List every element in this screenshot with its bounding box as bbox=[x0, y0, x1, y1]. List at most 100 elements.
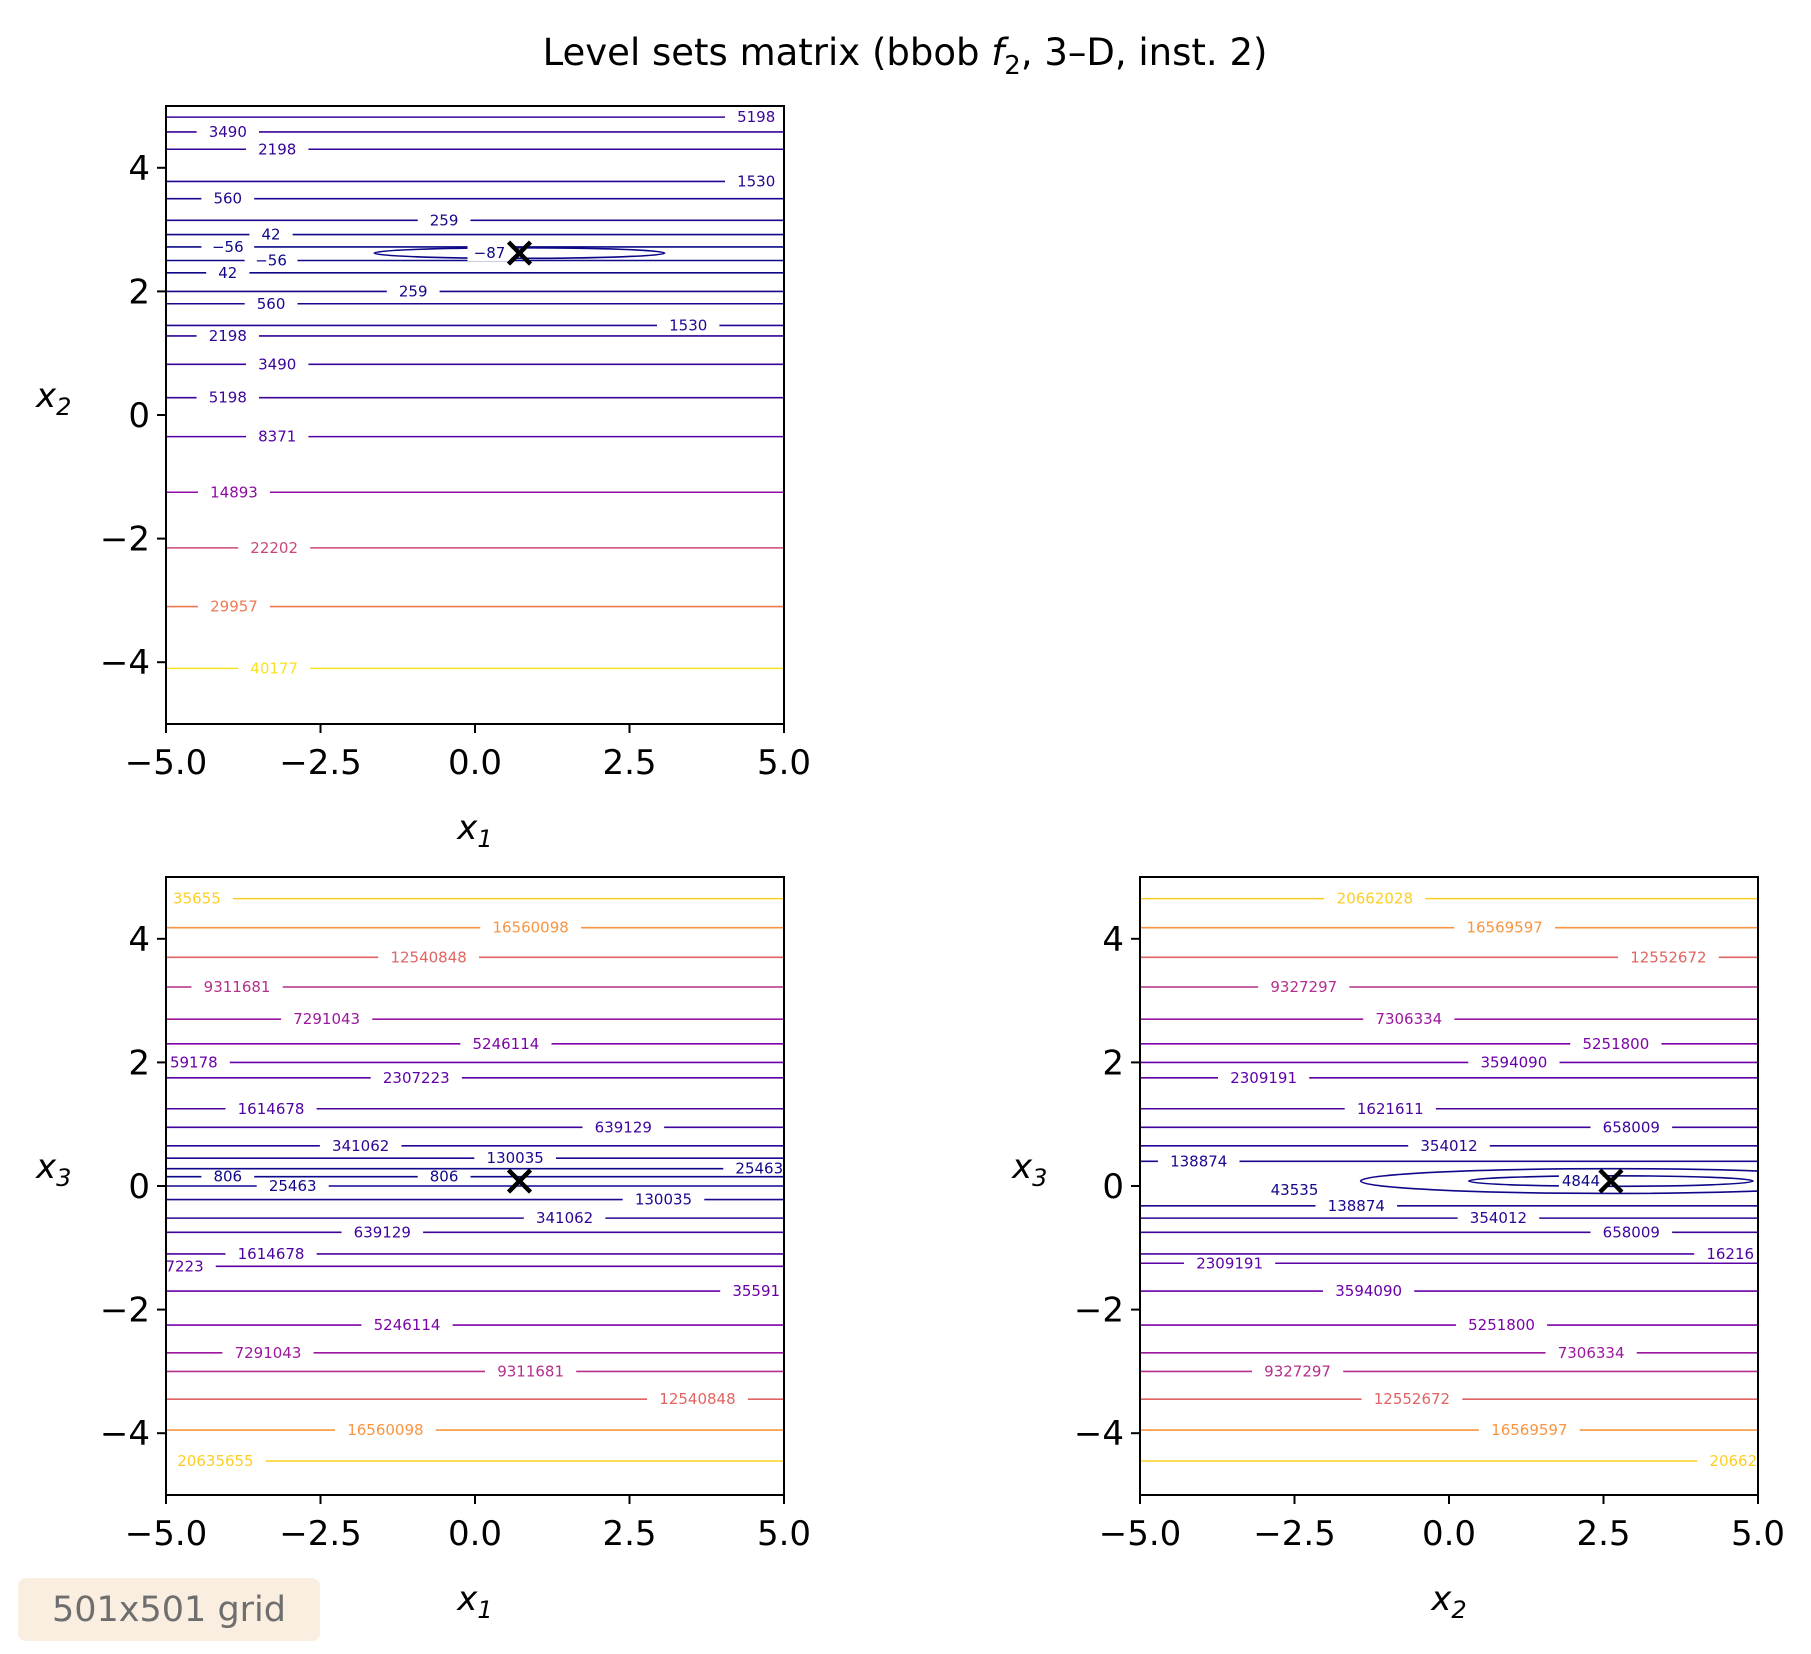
contour-level: 9327297 bbox=[1140, 1362, 1758, 1380]
contour-level: 5246114 bbox=[166, 1035, 784, 1053]
contour-label: 1530 bbox=[737, 172, 775, 190]
contour-label: 59178 bbox=[170, 1053, 218, 1071]
figure-title: Level sets matrix (bbob f2, 3–D, inst. 2… bbox=[543, 31, 1268, 81]
contour-label: 806 bbox=[213, 1168, 242, 1186]
x-tick-label: 5.0 bbox=[757, 743, 811, 783]
contour-label: 5246114 bbox=[472, 1035, 539, 1053]
contour-level: −56 bbox=[166, 238, 784, 256]
y-tick-label: 0 bbox=[128, 396, 150, 436]
contour-label: 560 bbox=[257, 295, 286, 313]
contour-label: 3594090 bbox=[1335, 1282, 1402, 1300]
contour-level: 658009 bbox=[1140, 1223, 1758, 1241]
contour-level: 2309191 bbox=[1140, 1069, 1758, 1087]
contour-level: 259 bbox=[166, 211, 784, 229]
panel-top-left: 519834902198153056025942−56−564225956015… bbox=[35, 105, 811, 853]
x-axis-label: x2 bbox=[1430, 1579, 1466, 1624]
y-tick-label: 2 bbox=[128, 272, 150, 312]
contour-level: 20635655 bbox=[177, 1452, 784, 1470]
contour-level: 7223 bbox=[165, 1257, 784, 1275]
y-tick-label: −2 bbox=[100, 1291, 150, 1331]
contour-level: 138874 bbox=[1140, 1197, 1758, 1215]
contour-level: 7291043 bbox=[166, 1010, 784, 1028]
contour-level: 16569597 bbox=[1140, 919, 1758, 937]
y-tick-label: −2 bbox=[100, 520, 150, 560]
contour-level: 639129 bbox=[166, 1118, 784, 1136]
y-tick-label: 2 bbox=[128, 1043, 150, 1083]
contour-level: 2198 bbox=[166, 327, 784, 345]
x-tick-label: 2.5 bbox=[1576, 1514, 1630, 1554]
contour-label: 12540848 bbox=[659, 1390, 735, 1408]
contour-level: 12552672 bbox=[1140, 1390, 1758, 1408]
contour-label: 12552672 bbox=[1630, 948, 1706, 966]
contour-label: 5246114 bbox=[374, 1316, 441, 1334]
contour-level: 16216 bbox=[1140, 1245, 1754, 1263]
contour-label: 12552672 bbox=[1374, 1390, 1450, 1408]
contour-label: 658009 bbox=[1603, 1118, 1660, 1136]
x-tick-label: −2.5 bbox=[279, 1514, 362, 1554]
contour-label: 29957 bbox=[210, 598, 258, 616]
inner-contour-label-gap bbox=[1258, 1179, 1331, 1200]
contour-label: 2309191 bbox=[1230, 1069, 1297, 1087]
optimum-label-gap bbox=[1558, 1173, 1603, 1190]
contour-level: 259 bbox=[166, 282, 784, 300]
contour-label: 25463 bbox=[269, 1177, 317, 1195]
y-tick-label: 4 bbox=[128, 149, 150, 189]
contour-level: 40177 bbox=[166, 659, 784, 677]
contour-label: 25463 bbox=[735, 1160, 783, 1178]
contour-level: 5246114 bbox=[166, 1316, 784, 1334]
contour-label: 42 bbox=[262, 226, 281, 244]
y-tick-label: −4 bbox=[1074, 1414, 1124, 1454]
panel-bottom-right: 20662028 16569597 12552672 9327297 7306334 52… bbox=[1011, 876, 1785, 1624]
contour-label: 130035 bbox=[635, 1191, 692, 1209]
x-tick-label: 0.0 bbox=[1422, 1514, 1476, 1554]
contour-label: 2309191 bbox=[1196, 1254, 1263, 1272]
contour-label: 138874 bbox=[1328, 1197, 1385, 1215]
contour-label: 130035 bbox=[487, 1149, 544, 1167]
y-tick-label: 0 bbox=[1102, 1167, 1124, 1207]
contour-level: 42 bbox=[166, 226, 784, 244]
contour-label: 9311681 bbox=[497, 1362, 564, 1380]
x-tick-label: 0.0 bbox=[448, 1514, 502, 1554]
contour-label: 5198 bbox=[737, 108, 775, 126]
x-tick-label: −5.0 bbox=[1099, 1514, 1182, 1554]
contour-level: 1621611 bbox=[1140, 1100, 1758, 1118]
contour-label: 639129 bbox=[595, 1118, 652, 1136]
optimum-marker bbox=[506, 240, 533, 266]
contour-level: 1530 bbox=[166, 316, 784, 334]
contour-level: 2307223 bbox=[166, 1069, 784, 1087]
contour-label: 639129 bbox=[354, 1223, 411, 1241]
contour-level: 806 806 bbox=[166, 1168, 784, 1186]
contour-label: 259 bbox=[430, 211, 459, 229]
contour-label: 20635655 bbox=[177, 1452, 253, 1470]
contour-label: 2198 bbox=[209, 327, 247, 345]
contour-level: 354012 bbox=[1140, 1209, 1758, 1227]
contour-label: 20662 bbox=[1709, 1452, 1757, 1470]
x-axis-label: x1 bbox=[456, 1579, 492, 1624]
x-tick-label: 2.5 bbox=[602, 1514, 656, 1554]
contour-label: 5251800 bbox=[1468, 1316, 1535, 1334]
contour-level: 130035 bbox=[166, 1191, 784, 1209]
y-tick-label: 2 bbox=[1102, 1043, 1124, 1083]
contour-label: 3490 bbox=[258, 355, 296, 373]
contour-level: 59178 bbox=[170, 1053, 784, 1071]
contour-label: 43535 bbox=[1271, 1181, 1319, 1199]
contour-label: 259 bbox=[399, 282, 428, 300]
plot-area: 35655 16560098 12540848 9311681 7291043 52461… bbox=[165, 890, 784, 1470]
contour-label: 9311681 bbox=[204, 978, 271, 996]
contour-level: 3490 bbox=[166, 355, 784, 373]
contour-level: 560 bbox=[166, 295, 784, 313]
optimum-marker bbox=[1598, 1168, 1624, 1194]
y-tick-label: −4 bbox=[100, 643, 150, 683]
contour-level: 560 bbox=[166, 190, 784, 208]
contour-label: 1614678 bbox=[238, 1245, 305, 1263]
contour-label: 7223 bbox=[165, 1257, 203, 1275]
contour-label: 7306334 bbox=[1558, 1344, 1625, 1362]
contour-label: 16216 bbox=[1706, 1245, 1754, 1263]
inner-contour bbox=[1467, 1175, 1754, 1188]
contour-level: 3594090 bbox=[1140, 1053, 1758, 1071]
contour-level: 130035 bbox=[166, 1149, 784, 1167]
contour-label: 354012 bbox=[1420, 1137, 1477, 1155]
contour-level: 1530 bbox=[166, 172, 775, 190]
contour-label: 354012 bbox=[1470, 1209, 1527, 1227]
contour-level: 9327297 bbox=[1140, 978, 1758, 996]
